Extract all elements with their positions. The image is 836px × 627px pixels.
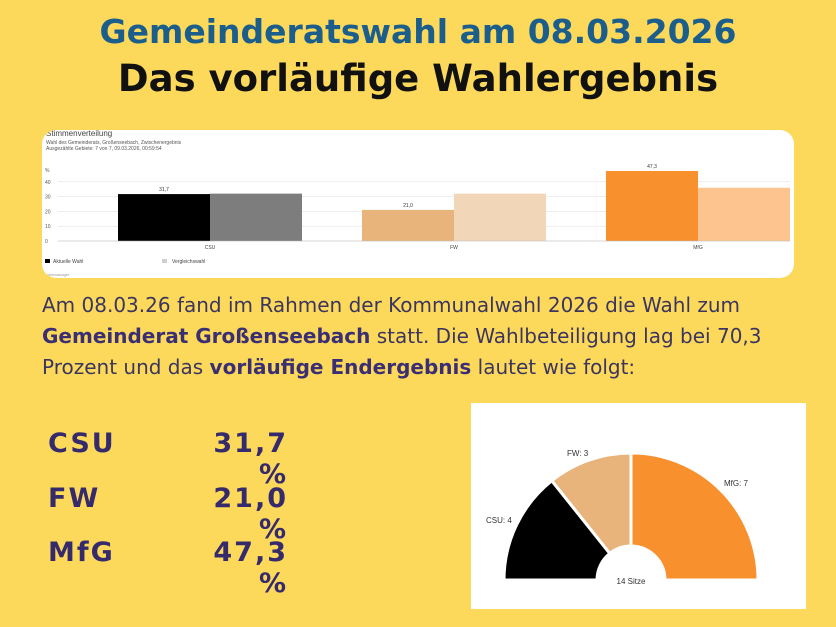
x-tick-label: CSU [205, 245, 216, 251]
legend-compare-swatch [162, 259, 167, 263]
x-tick-label: MfG [693, 245, 703, 251]
y-tick-label: 0 [45, 239, 48, 245]
seat-total-label: 14 Sitze [617, 577, 646, 586]
bar-value-label: 47,3 [647, 164, 657, 170]
x-tick-label: FW [450, 245, 458, 251]
party-name: CSU [48, 428, 116, 459]
bar-csu-current [118, 194, 210, 241]
legend-current-swatch [45, 259, 50, 263]
seat-slice-fw [549, 451, 633, 556]
y-tick-label: 20 [45, 209, 51, 215]
party-name: MfG [48, 537, 115, 568]
bar-chart-title: Stimmenverteilung [46, 130, 112, 138]
y-axis-unit: % [45, 168, 50, 174]
seat-slice-csu [502, 478, 612, 582]
bar-chart-meta-1: Wahl des Gemeinderats, Großenseebach, Zw… [46, 140, 182, 146]
intro-text: Am 08.03.26 fand im Rahmen der Kommunalw… [42, 293, 762, 379]
y-tick-label: 40 [45, 180, 51, 186]
result-status: vorläufige Endergebnis [209, 355, 472, 379]
slice-label-csu: CSU: 4 [486, 516, 512, 525]
legend-compare-label: Vergleichswahl [172, 259, 205, 265]
page-subtitle: Das vorläufige Wahlergebnis [117, 57, 719, 100]
bar-csu-compare [210, 193, 302, 241]
page-title: Gemeinderatswahl am 08.03.2026 [99, 12, 737, 51]
legend-current-label: Aktuelle Wahl [53, 259, 83, 265]
bar-fw-current [362, 209, 454, 241]
bar-fw-compare [454, 193, 546, 241]
bar-chart-meta-2: Ausgezählte Gebiete: 7 von 7, 09.03.2026… [46, 146, 162, 152]
slice-label-mfg: MfG: 7 [724, 479, 749, 488]
vote-distribution-chart: Stimmenverteilung Wahl des Gemeinderats,… [42, 130, 794, 278]
council-name: Gemeinderat Großenseebach [42, 324, 371, 348]
seat-slice-mfg [629, 451, 760, 582]
seat-distribution-chart: CSU: 4 FW: 3 MfG: 7 14 Sitze [471, 403, 806, 609]
seat-chart-svg: CSU: 4 FW: 3 MfG: 7 14 Sitze [486, 449, 760, 586]
bar-mfg-compare [698, 187, 790, 241]
party-percent: 21,0 % [213, 483, 288, 545]
party-percent: 47,3 % [213, 537, 288, 599]
party-percent: 31,7 % [213, 428, 288, 490]
slice-label-fw: FW: 3 [567, 449, 589, 458]
bar-value-label: 21,0 [403, 203, 413, 209]
chart-footer: votemanager [46, 272, 70, 277]
bar-value-label: 31,7 [159, 187, 169, 193]
bar-chart-svg: Stimmenverteilung Wahl des Gemeinderats,… [45, 130, 790, 277]
party-name: FW [48, 483, 101, 514]
y-tick-label: 30 [45, 195, 51, 201]
y-tick-label: 10 [45, 224, 51, 230]
bar-mfg-current [606, 170, 698, 241]
